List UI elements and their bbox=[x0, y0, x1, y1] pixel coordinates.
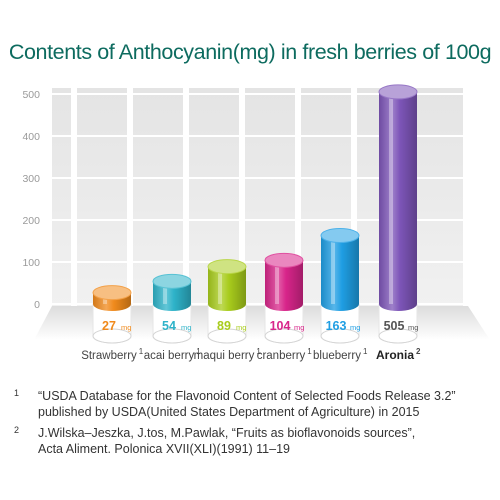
bar-aronia bbox=[378, 84, 418, 344]
bar-value-label: 163 bbox=[326, 319, 347, 333]
y-tick-label: 400 bbox=[22, 131, 40, 143]
bar-maqui-berry bbox=[207, 259, 247, 344]
bar-highlight bbox=[331, 239, 335, 304]
bar-body bbox=[379, 91, 417, 312]
bar-top bbox=[207, 259, 247, 275]
category-label: maqui berry bbox=[194, 350, 255, 362]
footnote-1: 1 “USDA Database for the Flavonoid Conte… bbox=[14, 388, 494, 420]
bar-top bbox=[378, 84, 418, 100]
bar-top bbox=[264, 252, 304, 268]
bar-value-label: 54 bbox=[162, 319, 176, 333]
bar-highlight bbox=[163, 285, 167, 304]
category-footnote-mark: 1 bbox=[196, 347, 201, 356]
bar-top bbox=[92, 285, 132, 301]
bar-cranberry bbox=[264, 252, 304, 344]
bar-top bbox=[152, 273, 192, 289]
bar-value-label: 104 bbox=[270, 319, 291, 333]
bar-highlight bbox=[275, 264, 279, 304]
bar-highlight bbox=[389, 95, 393, 305]
bar-unit-label: mg bbox=[408, 323, 418, 332]
category-footnote-mark: 1 bbox=[139, 347, 144, 356]
category-footnote-mark: 2 bbox=[416, 347, 421, 356]
category-footnote-mark: 1 bbox=[363, 347, 368, 356]
bar-pedestal-rim bbox=[264, 328, 304, 344]
y-tick-label: 200 bbox=[22, 215, 40, 227]
bar-pedestal-rim bbox=[152, 328, 192, 344]
category-footnote-mark: 1 bbox=[256, 347, 261, 356]
bar-unit-label: mg bbox=[350, 323, 360, 332]
bar-top bbox=[320, 228, 360, 244]
category-label: blueberry bbox=[313, 350, 361, 362]
footnote-line: “USDA Database for the Flavonoid Content… bbox=[38, 389, 456, 403]
y-tick-label: 500 bbox=[22, 89, 40, 101]
bar-pedestal-rim bbox=[207, 328, 247, 344]
y-tick-label: 300 bbox=[22, 173, 40, 185]
y-tick-label: 100 bbox=[22, 257, 40, 269]
bar-body bbox=[153, 281, 191, 311]
category-label: cranberry bbox=[257, 350, 306, 362]
category-label: Aronia bbox=[376, 348, 414, 362]
footnote-line: published by USDA(United States Departme… bbox=[38, 405, 420, 419]
bar-body bbox=[321, 235, 359, 311]
bar-value-label: 27 bbox=[102, 319, 116, 333]
bar-body bbox=[265, 260, 303, 311]
bar-blueberry bbox=[320, 228, 360, 344]
category-label: acai berry bbox=[144, 350, 195, 362]
bar-strawberry bbox=[92, 285, 132, 344]
bar-unit-label: mg bbox=[181, 323, 191, 332]
bar-pedestal-rim bbox=[320, 328, 360, 344]
y-tick-label: 0 bbox=[34, 299, 40, 311]
bar-value-label: 89 bbox=[217, 319, 231, 333]
bar-pedestal-rim bbox=[378, 328, 418, 344]
category-footnote-mark: 1 bbox=[307, 347, 312, 356]
plot-floor bbox=[34, 306, 490, 340]
chart-title: Contents of Anthocyanin(mg) in fresh ber… bbox=[8, 40, 492, 64]
footnote-mark: 2 bbox=[14, 425, 20, 435]
footnote-line: Acta Aliment. Polonica XVII(XLI)(1991) 1… bbox=[38, 442, 290, 456]
footnote-line: J.Wilska–Jeszka, J.tos, M.Pawlak, “Fruit… bbox=[38, 426, 416, 440]
bar-pedestal-rim bbox=[92, 328, 132, 344]
bar-unit-label: mg bbox=[236, 323, 246, 332]
bar-value-label: 505 bbox=[384, 319, 405, 333]
footnote-2: 2 J.Wilska–Jeszka, J.tos, M.Pawlak, “Fru… bbox=[14, 425, 494, 457]
bar-highlight bbox=[103, 296, 107, 304]
footnote-mark: 1 bbox=[14, 388, 20, 398]
bar-unit-label: mg bbox=[294, 323, 304, 332]
bar-acai-berry bbox=[152, 273, 192, 344]
bar-body bbox=[208, 266, 246, 311]
bar-highlight bbox=[218, 270, 222, 304]
bar-unit-label: mg bbox=[121, 323, 131, 332]
category-label: Strawberry bbox=[81, 350, 137, 362]
